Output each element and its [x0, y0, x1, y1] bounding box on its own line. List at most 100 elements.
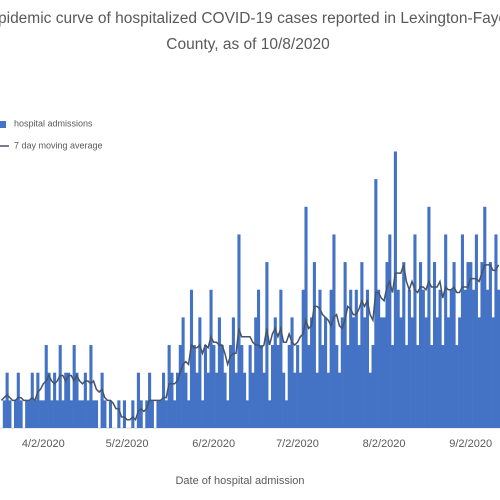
bar [94, 400, 99, 428]
bar [458, 317, 462, 428]
bar [346, 345, 350, 428]
bar [466, 262, 470, 428]
bar [326, 372, 330, 428]
bar [282, 372, 286, 428]
bar [304, 206, 308, 428]
bar [231, 317, 235, 428]
bar [61, 400, 65, 428]
bar [223, 372, 227, 428]
bar [55, 400, 59, 428]
bar [64, 372, 68, 428]
bar [178, 345, 182, 428]
bar [337, 372, 342, 428]
bar [290, 317, 294, 428]
x-tick-label: 4/2/2020 [22, 438, 65, 450]
bar [385, 262, 389, 428]
chart-title: pidemic curve of hospitalized COVID-19 c… [0, 10, 500, 27]
bar [58, 345, 62, 428]
bar [363, 317, 367, 428]
bar [349, 289, 353, 428]
bar [438, 289, 442, 428]
bar [103, 400, 107, 428]
bar [265, 262, 269, 428]
bar [287, 345, 291, 428]
bar [13, 400, 18, 428]
bar [226, 400, 230, 428]
bar [175, 372, 180, 428]
bar [256, 289, 261, 428]
bar [201, 400, 205, 428]
bar [25, 400, 29, 428]
bar [441, 345, 445, 428]
bar [198, 317, 202, 428]
bar [393, 151, 397, 428]
legend-label: 7 day moving average [14, 140, 103, 150]
bar [469, 262, 473, 428]
bar [488, 262, 492, 428]
bar [206, 372, 210, 428]
bar [139, 400, 143, 428]
bar [8, 400, 12, 428]
bar [248, 345, 252, 428]
bar [2, 400, 6, 428]
bar [374, 179, 378, 428]
bar [284, 400, 289, 428]
bar [47, 372, 51, 428]
bar [368, 372, 372, 428]
bar [391, 345, 395, 428]
bar [360, 262, 364, 428]
bar [413, 234, 417, 428]
bar [416, 345, 420, 428]
bar [449, 289, 453, 428]
bar [315, 372, 319, 428]
bar [463, 289, 467, 428]
bar [270, 345, 275, 428]
bar [78, 400, 82, 428]
x-tick-label: 7/2/2020 [276, 438, 319, 450]
bar [276, 345, 280, 428]
bar [483, 206, 487, 428]
bar [50, 400, 54, 428]
bar [460, 234, 464, 428]
bar [156, 400, 160, 428]
bar [477, 317, 481, 428]
bar [44, 345, 48, 428]
bar [307, 345, 311, 428]
x-tick-label: 9/2/2020 [449, 438, 492, 450]
bar [427, 206, 431, 428]
bar [296, 345, 300, 428]
bar [310, 317, 314, 428]
bar [53, 372, 57, 428]
bar [254, 317, 258, 428]
bar [444, 234, 448, 428]
x-tick-label: 6/2/2020 [192, 438, 235, 450]
bar [5, 372, 9, 428]
bar [187, 400, 191, 428]
bar [220, 345, 224, 428]
bar [421, 289, 425, 428]
bar [229, 345, 233, 428]
bar [19, 400, 23, 428]
bar [81, 400, 85, 428]
bar [217, 317, 221, 428]
bar [324, 317, 328, 428]
bar [262, 372, 266, 428]
bar [36, 372, 40, 428]
bar [170, 372, 174, 428]
bar [474, 234, 478, 428]
bar [30, 372, 34, 428]
bar [159, 400, 163, 428]
bar [318, 289, 322, 428]
bar [377, 289, 381, 428]
bar [192, 345, 196, 428]
bar [455, 345, 459, 428]
bar [69, 400, 73, 428]
bar [83, 372, 87, 428]
x-axis-title: Date of hospital admission [175, 475, 304, 487]
bar [117, 400, 121, 428]
bar [181, 317, 185, 428]
bar [432, 262, 437, 428]
bar [100, 372, 104, 428]
bar [67, 372, 71, 428]
